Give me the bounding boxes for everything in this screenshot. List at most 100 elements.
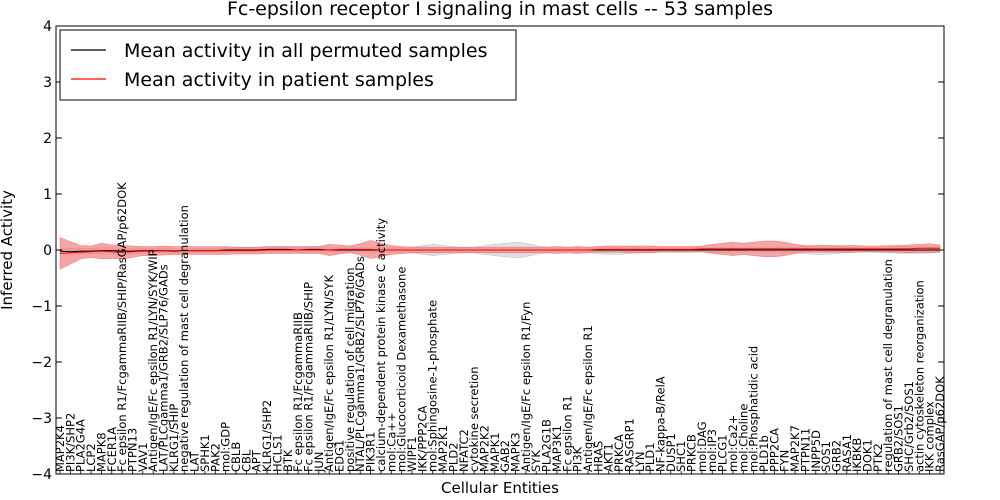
x-tick-label: NTAL/PLCgamma1/GRB2/SLP76/GADs bbox=[353, 256, 367, 472]
x-tick-label: MAPK1 bbox=[488, 432, 502, 472]
x-tick-label: Antigen/IgE/Fc epsilon R1 bbox=[581, 325, 595, 472]
x-tick-label: INPP5D bbox=[809, 430, 823, 472]
x-tick-label: PTPN13 bbox=[126, 428, 140, 472]
y-axis-label: Inferred Activity bbox=[0, 190, 16, 310]
x-tick-label: MAP2K4 bbox=[53, 425, 67, 472]
y-tick-label: 0 bbox=[43, 243, 52, 259]
x-tick-label: EDG1 bbox=[333, 440, 347, 472]
y-tick-label: 3 bbox=[43, 75, 52, 91]
x-tick-label: mol:Ca2+ bbox=[726, 415, 740, 472]
x-tick-label: FYN bbox=[778, 450, 792, 472]
series-lines bbox=[59, 247, 940, 254]
x-tick-label: LAT bbox=[188, 450, 202, 472]
x-tick-label: PAK2 bbox=[208, 443, 222, 472]
x-tick-label: IKK/PPP2CA bbox=[415, 406, 429, 472]
confidence-bands bbox=[59, 237, 941, 270]
x-tick-label: PTPN11 bbox=[798, 428, 812, 472]
x-tick-label: NFATC2 bbox=[457, 429, 471, 472]
x-tick-label: RasGAP/p62DOK bbox=[933, 376, 947, 472]
x-tick-label: PRKCA bbox=[612, 434, 626, 472]
x-tick-label: PLD1 bbox=[643, 442, 657, 472]
x-tick-label: BTK bbox=[281, 449, 295, 472]
x-tick-label: mol:Ca++ bbox=[384, 412, 398, 472]
x-tick-label: GAB2 bbox=[498, 440, 512, 472]
y-tick-label: −4 bbox=[31, 467, 52, 483]
x-tick-label: regulation of mast cell degranulation bbox=[881, 259, 895, 472]
y-tick-label: 1 bbox=[43, 187, 52, 203]
x-tick-label: WIPF1 bbox=[405, 436, 419, 472]
x-tick-label: SOS1 bbox=[819, 441, 833, 472]
x-tick-label: IKK complex bbox=[923, 401, 937, 472]
x-tick-label: Fc epsilon R1/FcgammaRIIB/SHIP/RasGAP/p6… bbox=[115, 182, 129, 472]
x-tick-label: PTK2 bbox=[871, 443, 885, 472]
x-tick-label: actin cytoskeleton reorganization bbox=[912, 280, 926, 472]
x-tick-label: IKBKB bbox=[850, 438, 864, 472]
x-tick-label: Fc epsilon R1/FcgammaRIIB bbox=[291, 312, 305, 472]
x-tick-label: mol:Sphingosine-1-phosphate bbox=[426, 300, 440, 472]
x-tick-label: SYK bbox=[529, 450, 543, 472]
x-tick-label: MAP2K1 bbox=[436, 425, 450, 472]
x-tick-label: RASGRP1 bbox=[622, 418, 636, 472]
x-tick-label: Antigen/IgE/Fc epsilon R1/LYN/SYK/WIP bbox=[146, 249, 160, 472]
x-tick-label: PLD2 bbox=[446, 442, 460, 472]
x-tick-label: mol:DAG bbox=[695, 421, 709, 472]
x-tick-label: MAPK3 bbox=[509, 432, 523, 472]
x-tick-label: PLCG1 bbox=[716, 434, 730, 472]
x-tick-label: SHC/Grb2/SOS1 bbox=[902, 381, 916, 472]
chart-title: Fc-epsilon receptor I signaling in mast … bbox=[227, 0, 773, 20]
x-tick-label: mol:Choline bbox=[736, 404, 750, 472]
y-axis: −4 −3 −2 −1 0 1 2 3 4 bbox=[31, 19, 944, 483]
x-tick-label: MAP2K7 bbox=[788, 425, 802, 472]
x-tick-label: MAP2K2 bbox=[478, 425, 492, 472]
legend-label-patient: Mean activity in patient samples bbox=[124, 69, 434, 91]
x-tick-label: Antigen/IgE/Fc epsilon R1/Fyn bbox=[519, 302, 533, 472]
x-tick-label: calcium-dependent protein kinase C activ… bbox=[374, 218, 388, 472]
x-tick-label: LYN bbox=[633, 451, 647, 472]
x-tick-label: Fc epsilon R1 bbox=[560, 395, 574, 472]
y-tick-label: 4 bbox=[43, 19, 52, 35]
x-tick-label: mol:GDP bbox=[219, 422, 233, 472]
x-tick-label: mol:Phosphatidic acid bbox=[747, 346, 761, 472]
x-tick-label: SPHK1 bbox=[198, 434, 212, 472]
x-tick-label: CBLB bbox=[229, 442, 243, 472]
legend-label-permuted: Mean activity in all permuted samples bbox=[124, 40, 487, 62]
x-tick-label: cytokine secretion bbox=[467, 366, 481, 472]
x-tick-label: positive regulation of cell migration bbox=[343, 267, 357, 472]
x-tick-label: KLRG1/SHIP bbox=[167, 404, 181, 472]
x-tick-label: mol:IP3 bbox=[705, 429, 719, 472]
x-tick-label: VAV1 bbox=[136, 443, 150, 472]
x-tick-label: Fc epsilon R1/FcgammaRIIB/SHIP bbox=[302, 282, 316, 472]
x-tick-label: CBL bbox=[239, 449, 253, 472]
x-tick-label: SHC1 bbox=[674, 441, 688, 472]
x-tick-label: PLD1b bbox=[757, 435, 771, 472]
legend-box bbox=[59, 29, 517, 101]
x-tick-label: LAT/PLCgamma1/GRB2/SLP76/GADs bbox=[157, 264, 171, 472]
x-tick-label: MAPK8 bbox=[94, 432, 108, 472]
y-tick-label: −2 bbox=[31, 355, 52, 371]
y-tick-label: −1 bbox=[31, 299, 52, 315]
x-tick-label: mol:Glucocorticoid Dexamethasone bbox=[395, 267, 409, 472]
x-tick-label: LCP2 bbox=[84, 443, 98, 472]
x-tick-label: GRB2 bbox=[830, 440, 844, 472]
x-tick-label: PI3K bbox=[571, 446, 585, 472]
x-tick-label: negative regulation of mast cell degranu… bbox=[177, 205, 191, 472]
x-axis-entity-labels: MAP2K4PI3K/SHP2PLA2G4ALCP2MAPK8FCER1AFc … bbox=[53, 182, 947, 474]
band-patient bbox=[59, 237, 941, 270]
x-tick-label: HCLS1 bbox=[270, 434, 284, 472]
x-tick-label: RASA1 bbox=[840, 434, 854, 472]
y-tick-label: 2 bbox=[43, 131, 52, 147]
series-line-patient bbox=[59, 247, 940, 254]
x-tick-label: PIK3R1 bbox=[364, 432, 378, 473]
x-tick-label: DUSP1 bbox=[664, 433, 678, 472]
x-tick-label: AKT1 bbox=[602, 443, 616, 472]
x-tick-label: PRKCB bbox=[685, 434, 699, 472]
x-tick-label: NF-kappa-B/RelA bbox=[654, 376, 668, 472]
x-tick-label: DOK1 bbox=[861, 439, 875, 472]
x-tick-label: HRAS bbox=[591, 441, 605, 472]
x-tick-label: PPP2CA bbox=[767, 428, 781, 472]
x-tick-label: APT bbox=[250, 449, 264, 472]
x-axis-label: Cellular Entities bbox=[441, 479, 559, 497]
x-tick-label: PI3K/SHP2 bbox=[63, 413, 77, 472]
x-tick-label: PLA2G1B bbox=[540, 419, 554, 472]
